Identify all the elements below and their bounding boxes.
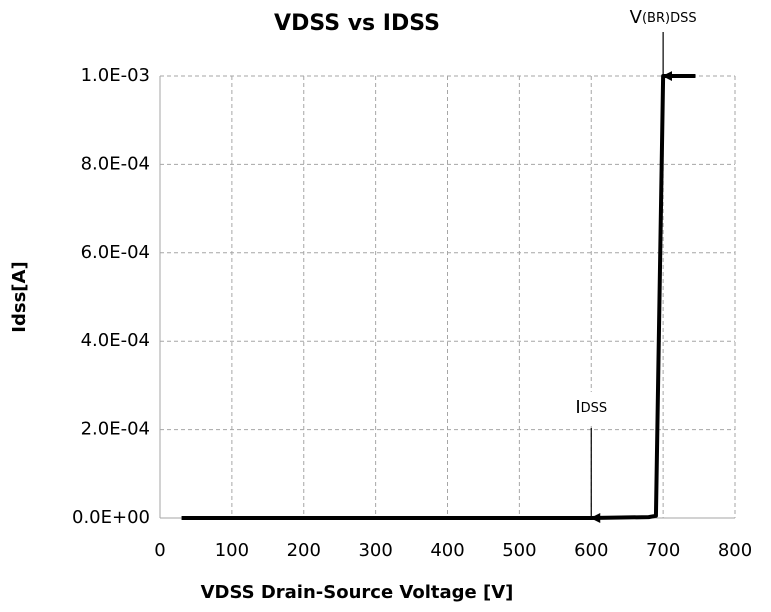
y-tick-label: 2.0E-04	[81, 419, 150, 440]
y-tick-label: 1.0E-03	[81, 65, 150, 86]
x-tick-label: 700	[646, 540, 680, 561]
annotation-text: V	[630, 7, 643, 28]
y-tick-label: 8.0E-04	[81, 153, 150, 174]
x-tick-label: 400	[430, 540, 464, 561]
y-tick-label: 6.0E-04	[81, 242, 150, 263]
x-tick-label: 0	[154, 540, 165, 561]
x-tick-label: 300	[358, 540, 392, 561]
label-background	[536, 392, 647, 426]
x-tick-label: 200	[287, 540, 321, 561]
annotation-label: V(BR)DSS	[630, 7, 697, 28]
x-tick-label: 100	[215, 540, 249, 561]
annotation-subtext: (BR)DSS	[642, 11, 697, 26]
annotation-label: IDSS	[575, 397, 607, 418]
annotation-text: I	[575, 397, 580, 418]
x-tick-label: 800	[718, 540, 752, 561]
x-tick-label: 600	[574, 540, 608, 561]
chart-title: VDSS vs IDSS	[274, 11, 440, 36]
y-axis-title: Idss[A]	[9, 261, 30, 332]
data-line	[181, 74, 696, 520]
y-tick-label: 0.0E+00	[72, 507, 150, 528]
annotation-subtext: DSS	[581, 401, 608, 416]
y-tick-label: 4.0E-04	[81, 330, 150, 351]
x-tick-label: 500	[502, 540, 536, 561]
x-axis-title: VDSS Drain-Source Voltage [V]	[201, 582, 514, 603]
